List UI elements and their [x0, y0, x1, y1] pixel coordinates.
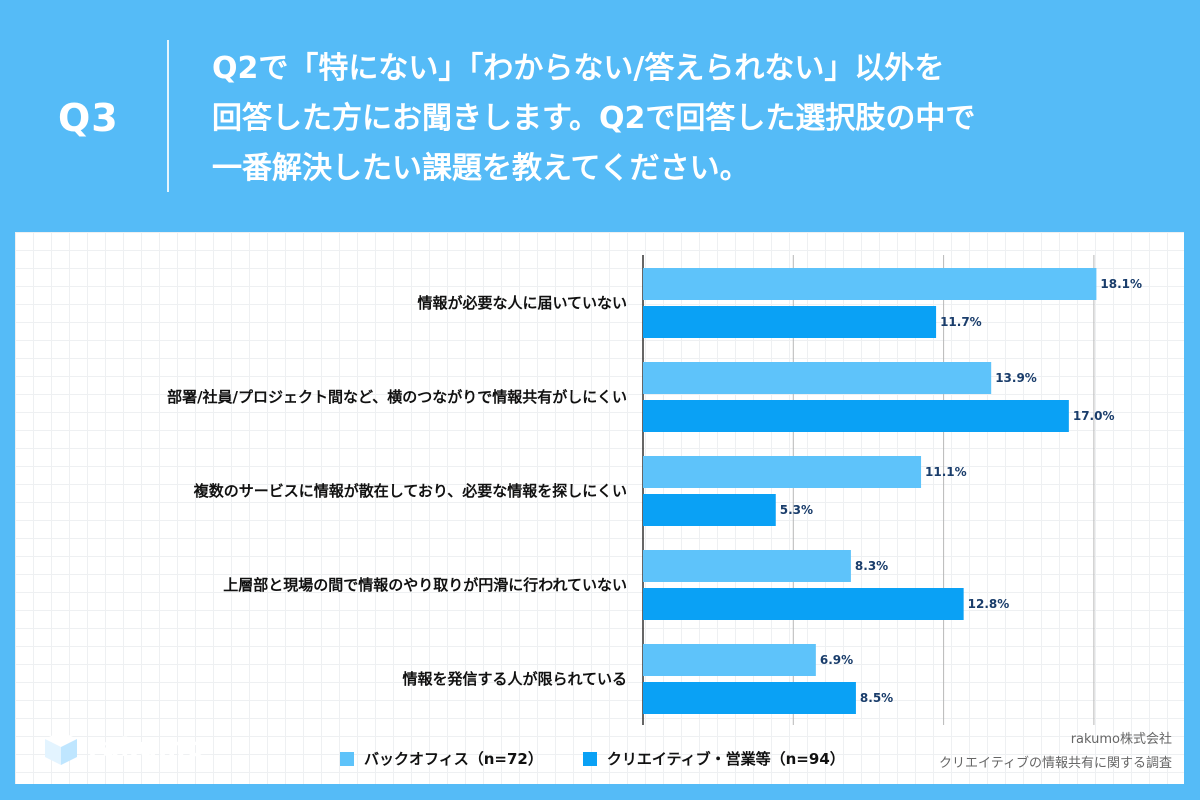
category-label-5: 情報を発信する人が限られている	[402, 670, 627, 688]
value-label-s1-c3: 11.1%	[925, 465, 967, 479]
value-label-s1-c1: 18.1%	[1100, 277, 1142, 291]
bar-s1-c3	[643, 456, 922, 488]
question-line-2: 回答した方にお聞きします。Q2で回答した選択肢の中で	[212, 101, 976, 136]
legend-swatch-series-1	[340, 751, 354, 766]
value-label-s1-c2: 13.9%	[995, 371, 1037, 385]
value-label-s2-c5: 8.5%	[860, 691, 893, 705]
question-line-1: Q2で「特にない」「わからない/答えられない」以外を	[212, 51, 945, 86]
legend-item-series-1: バックオフィス（n=72）	[340, 748, 543, 769]
category-label-2: 部署/社員/プロジェクト間など、横のつながりで情報共有がしにくい	[167, 388, 627, 406]
bar-s1-c2	[643, 362, 992, 394]
value-label-s2-c3: 5.3%	[780, 503, 813, 517]
credit-survey: クリエイティブの情報共有に関する調査	[939, 756, 1172, 771]
bar-s1-c5	[643, 644, 816, 676]
bar-s2-c5	[643, 682, 856, 714]
bar-s1-c4	[643, 550, 851, 582]
chart-panel	[15, 232, 1184, 784]
labels: 18.1% 11.7% 情報が必要な人に届いていない 13.9% 17.0% 部署/社員/…	[167, 277, 1142, 705]
category-label-1: 情報が必要な人に届いていない	[417, 294, 627, 312]
credit: rakumo株式会社 クリエイティブの情報共有に関する調査	[939, 728, 1172, 776]
question-title: Q2で「特にない」「わからない/答えられない」以外を 回答した方にお聞きします。…	[212, 44, 1172, 194]
rakumo-logo: rakumo	[44, 730, 205, 766]
question-number: Q3	[58, 96, 119, 140]
bar-s1-c1	[643, 268, 1097, 300]
value-label-s1-c5: 6.9%	[820, 653, 853, 667]
logo-text: rakumo	[88, 733, 206, 763]
bar-s2-c1	[643, 306, 937, 338]
legend-item-series-2: クリエイティブ・営業等（n=94）	[582, 748, 845, 769]
legend: バックオフィス（n=72） クリエイティブ・営業等（n=94）	[340, 748, 885, 769]
bars	[643, 268, 1097, 714]
header: Q3 Q2で「特にない」「わからない/答えられない」以外を 回答した方にお聞きし…	[0, 0, 1200, 232]
legend-label-series-2: クリエイティブ・営業等（n=94）	[606, 750, 845, 768]
value-label-s2-c4: 12.8%	[968, 597, 1010, 611]
bar-s2-c4	[643, 588, 964, 620]
value-label-s2-c2: 17.0%	[1073, 409, 1115, 423]
cube-icon	[45, 731, 77, 765]
category-label-3: 複数のサービスに情報が散在しており、必要な情報を探しにくい	[193, 482, 627, 500]
header-divider	[167, 40, 169, 192]
bar-s2-c3	[643, 494, 776, 526]
value-label-s2-c1: 11.7%	[940, 315, 982, 329]
question-line-3: 一番解決したい課題を教えてください。	[212, 151, 750, 186]
legend-swatch-series-2	[582, 751, 597, 766]
credit-company: rakumo株式会社	[1070, 732, 1172, 747]
category-label-4: 上層部と現場の間で情報のやり取りが円滑に行われていない	[223, 576, 627, 594]
value-label-s1-c4: 8.3%	[855, 559, 888, 573]
legend-label-series-1: バックオフィス（n=72）	[364, 750, 543, 768]
bar-s2-c2	[643, 400, 1069, 432]
